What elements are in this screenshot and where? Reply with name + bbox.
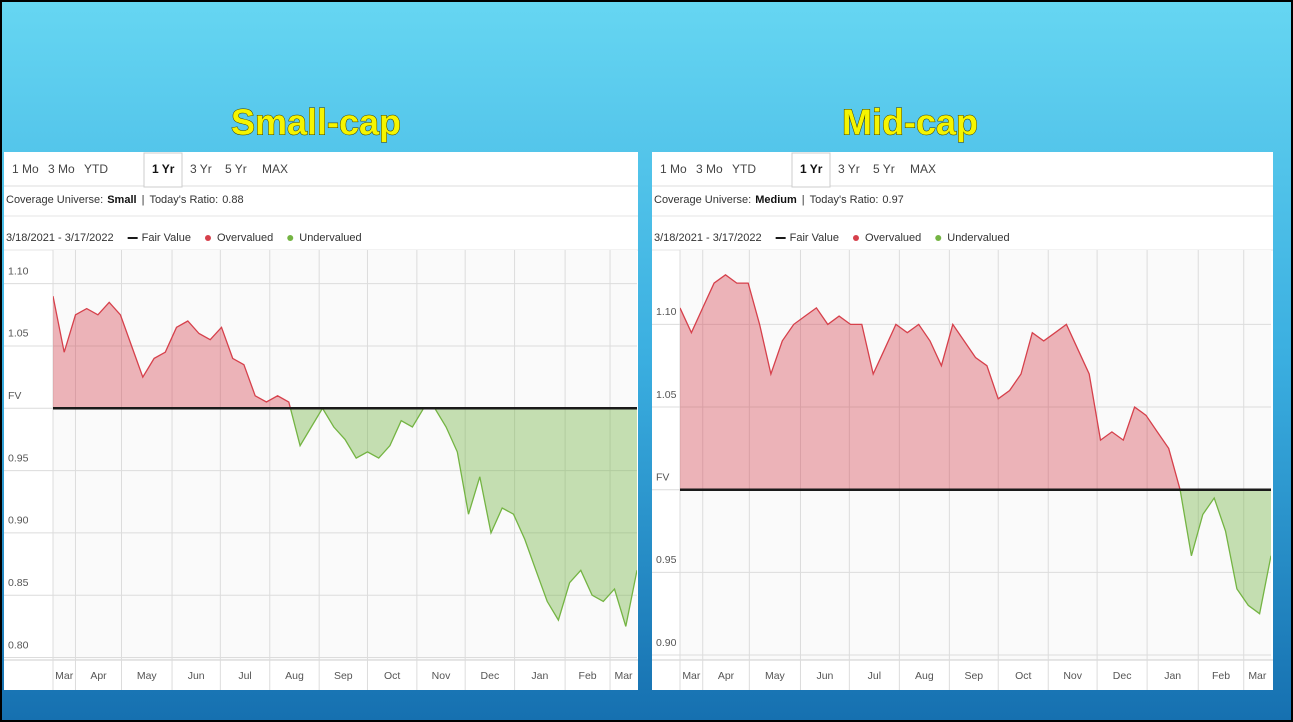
info-part: 0.97 [882, 194, 903, 206]
x-tick-label: Dec [1113, 670, 1132, 682]
x-tick-label: Sep [334, 670, 353, 682]
x-tick-label: Jan [531, 670, 548, 682]
active-tab [143, 152, 183, 188]
x-tick-label: Feb [579, 670, 597, 682]
date-range: 3/18/2021 - 3/17/2022 [6, 232, 114, 244]
info-part: Small [107, 194, 136, 206]
x-tick-label: Nov [432, 670, 451, 682]
legend-label: Undervalued [299, 232, 361, 244]
legend-label: Fair Value [790, 232, 839, 244]
chart-title: Small-cap [231, 102, 401, 143]
x-tick-label: Jan [1164, 670, 1181, 682]
y-tick-label: 1.10 [8, 265, 29, 277]
x-tick-label: Jul [238, 670, 251, 682]
x-tick-label: Nov [1063, 670, 1082, 682]
info-part: | [142, 194, 145, 206]
y-tick-label: 0.80 [8, 639, 29, 651]
y-tick-label: FV [8, 390, 21, 402]
info-part: Coverage Universe: [654, 194, 751, 206]
x-tick-label: Mar [55, 670, 74, 682]
x-tick-label: Mar [1248, 670, 1267, 682]
chart-title: Mid-cap [842, 102, 978, 143]
tab[interactable]: 3 Mo [48, 162, 75, 176]
x-tick-label: Sep [964, 670, 983, 682]
tab[interactable]: 5 Yr [873, 162, 895, 176]
x-tick-label: Mar [682, 670, 701, 682]
y-tick-label: FV [656, 471, 669, 483]
tab[interactable]: 3 Mo [696, 162, 723, 176]
legend-label: Overvalued [865, 232, 921, 244]
legend-label: Undervalued [947, 232, 1009, 244]
x-tick-label: Jun [816, 670, 833, 682]
legend-swatch [935, 235, 942, 241]
legend-swatch [204, 235, 211, 241]
x-tick-label: Apr [718, 670, 735, 682]
tab[interactable]: YTD [84, 162, 108, 176]
y-tick-label: 0.90 [8, 515, 29, 527]
x-tick-label: Oct [1015, 670, 1031, 682]
overvalued-area [680, 274, 1181, 490]
x-tick-label: May [137, 670, 158, 682]
legend-swatch [852, 235, 859, 241]
x-tick-label: Jul [868, 670, 881, 682]
x-tick-label: Dec [481, 670, 500, 682]
info-part: Coverage Universe: [6, 194, 103, 206]
tab[interactable]: YTD [732, 162, 756, 176]
tab[interactable]: 1 Yr [800, 162, 823, 176]
coverage-info: Coverage Universe: Small | Today's Ratio: 0.… [6, 194, 244, 206]
overvalued-area [53, 296, 637, 409]
x-tick-label: Oct [384, 670, 400, 682]
y-tick-label: 0.90 [656, 637, 677, 649]
undervalued-area [290, 408, 637, 627]
info-part: 0.88 [222, 194, 243, 206]
y-tick-label: 1.05 [656, 389, 677, 401]
x-tick-label: May [765, 670, 786, 682]
info-part: Today's Ratio: [810, 194, 879, 206]
plot-background [53, 250, 637, 660]
active-tab [791, 152, 831, 188]
coverage-info: Coverage Universe: Medium | Today's Ratio: 0… [654, 194, 904, 206]
x-tick-label: Jun [188, 670, 205, 682]
x-tick-label: Apr [90, 670, 107, 682]
tab[interactable]: 1 Yr [152, 162, 175, 176]
tab[interactable]: 3 Yr [838, 162, 860, 176]
tab[interactable]: 3 Yr [190, 162, 212, 176]
overvalued-line [680, 273, 1181, 490]
plot-background [680, 250, 1271, 660]
tab[interactable]: 1 Mo [12, 162, 39, 176]
info-part: Today's Ratio: [149, 194, 218, 206]
overvalued-line [53, 295, 436, 409]
x-tick-label: Aug [285, 670, 304, 682]
x-tick-label: Feb [1212, 670, 1230, 682]
y-tick-label: 1.10 [656, 306, 677, 318]
tab[interactable]: 1 Mo [660, 162, 687, 176]
y-tick-label: 0.95 [8, 452, 29, 464]
y-tick-label: 0.85 [8, 577, 29, 589]
legend-label: Fair Value [142, 232, 191, 244]
legend-swatch [287, 235, 294, 241]
y-tick-label: 1.05 [8, 328, 29, 340]
date-range: 3/18/2021 - 3/17/2022 [654, 232, 762, 244]
info-part: | [802, 194, 805, 206]
tab[interactable]: 5 Yr [225, 162, 247, 176]
tab[interactable]: MAX [262, 162, 288, 176]
tab[interactable]: MAX [910, 162, 936, 176]
undervalued-line [289, 408, 637, 627]
y-tick-label: 0.95 [656, 554, 677, 566]
legend-label: Overvalued [217, 232, 273, 244]
x-tick-label: Aug [915, 670, 934, 682]
x-tick-label: Mar [614, 670, 633, 682]
info-part: Medium [755, 194, 797, 206]
